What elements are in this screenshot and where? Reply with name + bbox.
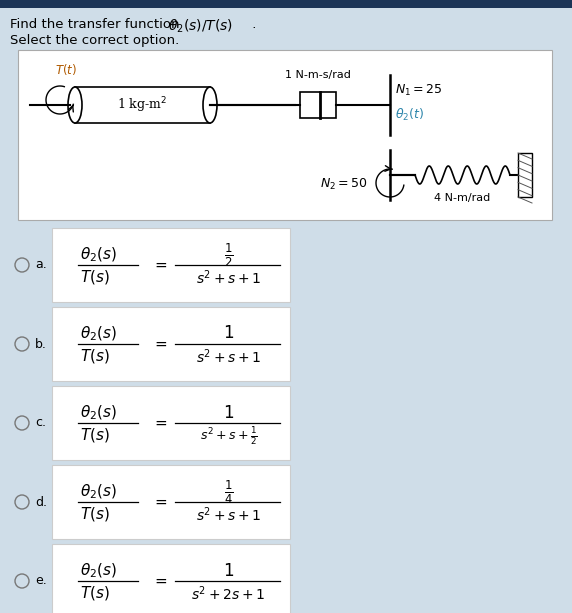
Text: .: . bbox=[248, 18, 256, 31]
Text: $\theta_2(s)/T(s)$: $\theta_2(s)/T(s)$ bbox=[168, 18, 233, 36]
Text: 1 kg-m$^2$: 1 kg-m$^2$ bbox=[117, 95, 168, 115]
Text: $s^2+2s+1$: $s^2+2s+1$ bbox=[192, 585, 265, 603]
Bar bbox=[300, 92, 336, 118]
Text: $T(s)$: $T(s)$ bbox=[80, 347, 110, 365]
Text: $T(s)$: $T(s)$ bbox=[80, 505, 110, 523]
Bar bbox=[52, 307, 290, 381]
Text: $\theta_2(t)$: $\theta_2(t)$ bbox=[395, 107, 424, 123]
Text: 4 N-m/rad: 4 N-m/rad bbox=[434, 193, 491, 203]
Text: 1 N-m-s/rad: 1 N-m-s/rad bbox=[285, 70, 351, 80]
Text: $1$: $1$ bbox=[223, 326, 234, 343]
Text: b.: b. bbox=[35, 338, 47, 351]
Text: Select the correct option.: Select the correct option. bbox=[10, 34, 179, 47]
Bar bbox=[75, 87, 210, 123]
Text: $1$: $1$ bbox=[223, 563, 234, 579]
Bar bbox=[518, 153, 532, 197]
Text: $\theta_2(s)$: $\theta_2(s)$ bbox=[80, 562, 117, 580]
Text: $\theta_2(s)$: $\theta_2(s)$ bbox=[80, 246, 117, 264]
Text: $s^2+s+\frac{1}{2}$: $s^2+s+\frac{1}{2}$ bbox=[200, 425, 257, 447]
Bar bbox=[52, 386, 290, 460]
Text: $N_1 = 25$: $N_1 = 25$ bbox=[395, 83, 442, 98]
Text: $1$: $1$ bbox=[223, 405, 234, 422]
Text: $s^2+s+1$: $s^2+s+1$ bbox=[196, 348, 261, 367]
Text: $\frac{1}{4}$: $\frac{1}{4}$ bbox=[224, 478, 233, 506]
Text: d.: d. bbox=[35, 495, 47, 509]
Ellipse shape bbox=[68, 87, 82, 123]
Text: a.: a. bbox=[35, 259, 47, 272]
Text: $N_2 = 50$: $N_2 = 50$ bbox=[320, 177, 368, 192]
Text: $s^2+s+1$: $s^2+s+1$ bbox=[196, 268, 261, 287]
Text: $=$: $=$ bbox=[152, 574, 168, 588]
Text: $T(s)$: $T(s)$ bbox=[80, 426, 110, 444]
Text: $=$: $=$ bbox=[152, 416, 168, 430]
Circle shape bbox=[15, 574, 29, 588]
Ellipse shape bbox=[203, 87, 217, 123]
Text: $T(t)$: $T(t)$ bbox=[55, 62, 77, 77]
Text: $\theta_2(s)$: $\theta_2(s)$ bbox=[80, 483, 117, 501]
Circle shape bbox=[15, 416, 29, 430]
Text: c.: c. bbox=[35, 416, 46, 430]
Text: $\theta_2(s)$: $\theta_2(s)$ bbox=[80, 325, 117, 343]
Text: e.: e. bbox=[35, 574, 47, 587]
Bar bbox=[0, 0, 572, 8]
Text: $=$: $=$ bbox=[152, 337, 168, 351]
Text: $\frac{1}{2}$: $\frac{1}{2}$ bbox=[224, 242, 233, 268]
Text: $T(s)$: $T(s)$ bbox=[80, 584, 110, 602]
Text: $T(s)$: $T(s)$ bbox=[80, 268, 110, 286]
Text: $\theta_2(s)$: $\theta_2(s)$ bbox=[80, 404, 117, 422]
Circle shape bbox=[15, 337, 29, 351]
Circle shape bbox=[15, 258, 29, 272]
Circle shape bbox=[15, 495, 29, 509]
Bar bbox=[52, 228, 290, 302]
FancyBboxPatch shape bbox=[18, 50, 552, 220]
Text: Find the transfer function: Find the transfer function bbox=[10, 18, 188, 31]
Bar bbox=[52, 465, 290, 539]
Text: $=$: $=$ bbox=[152, 258, 168, 272]
Bar bbox=[52, 544, 290, 613]
Text: $s^2+s+1$: $s^2+s+1$ bbox=[196, 506, 261, 524]
Text: $=$: $=$ bbox=[152, 495, 168, 509]
